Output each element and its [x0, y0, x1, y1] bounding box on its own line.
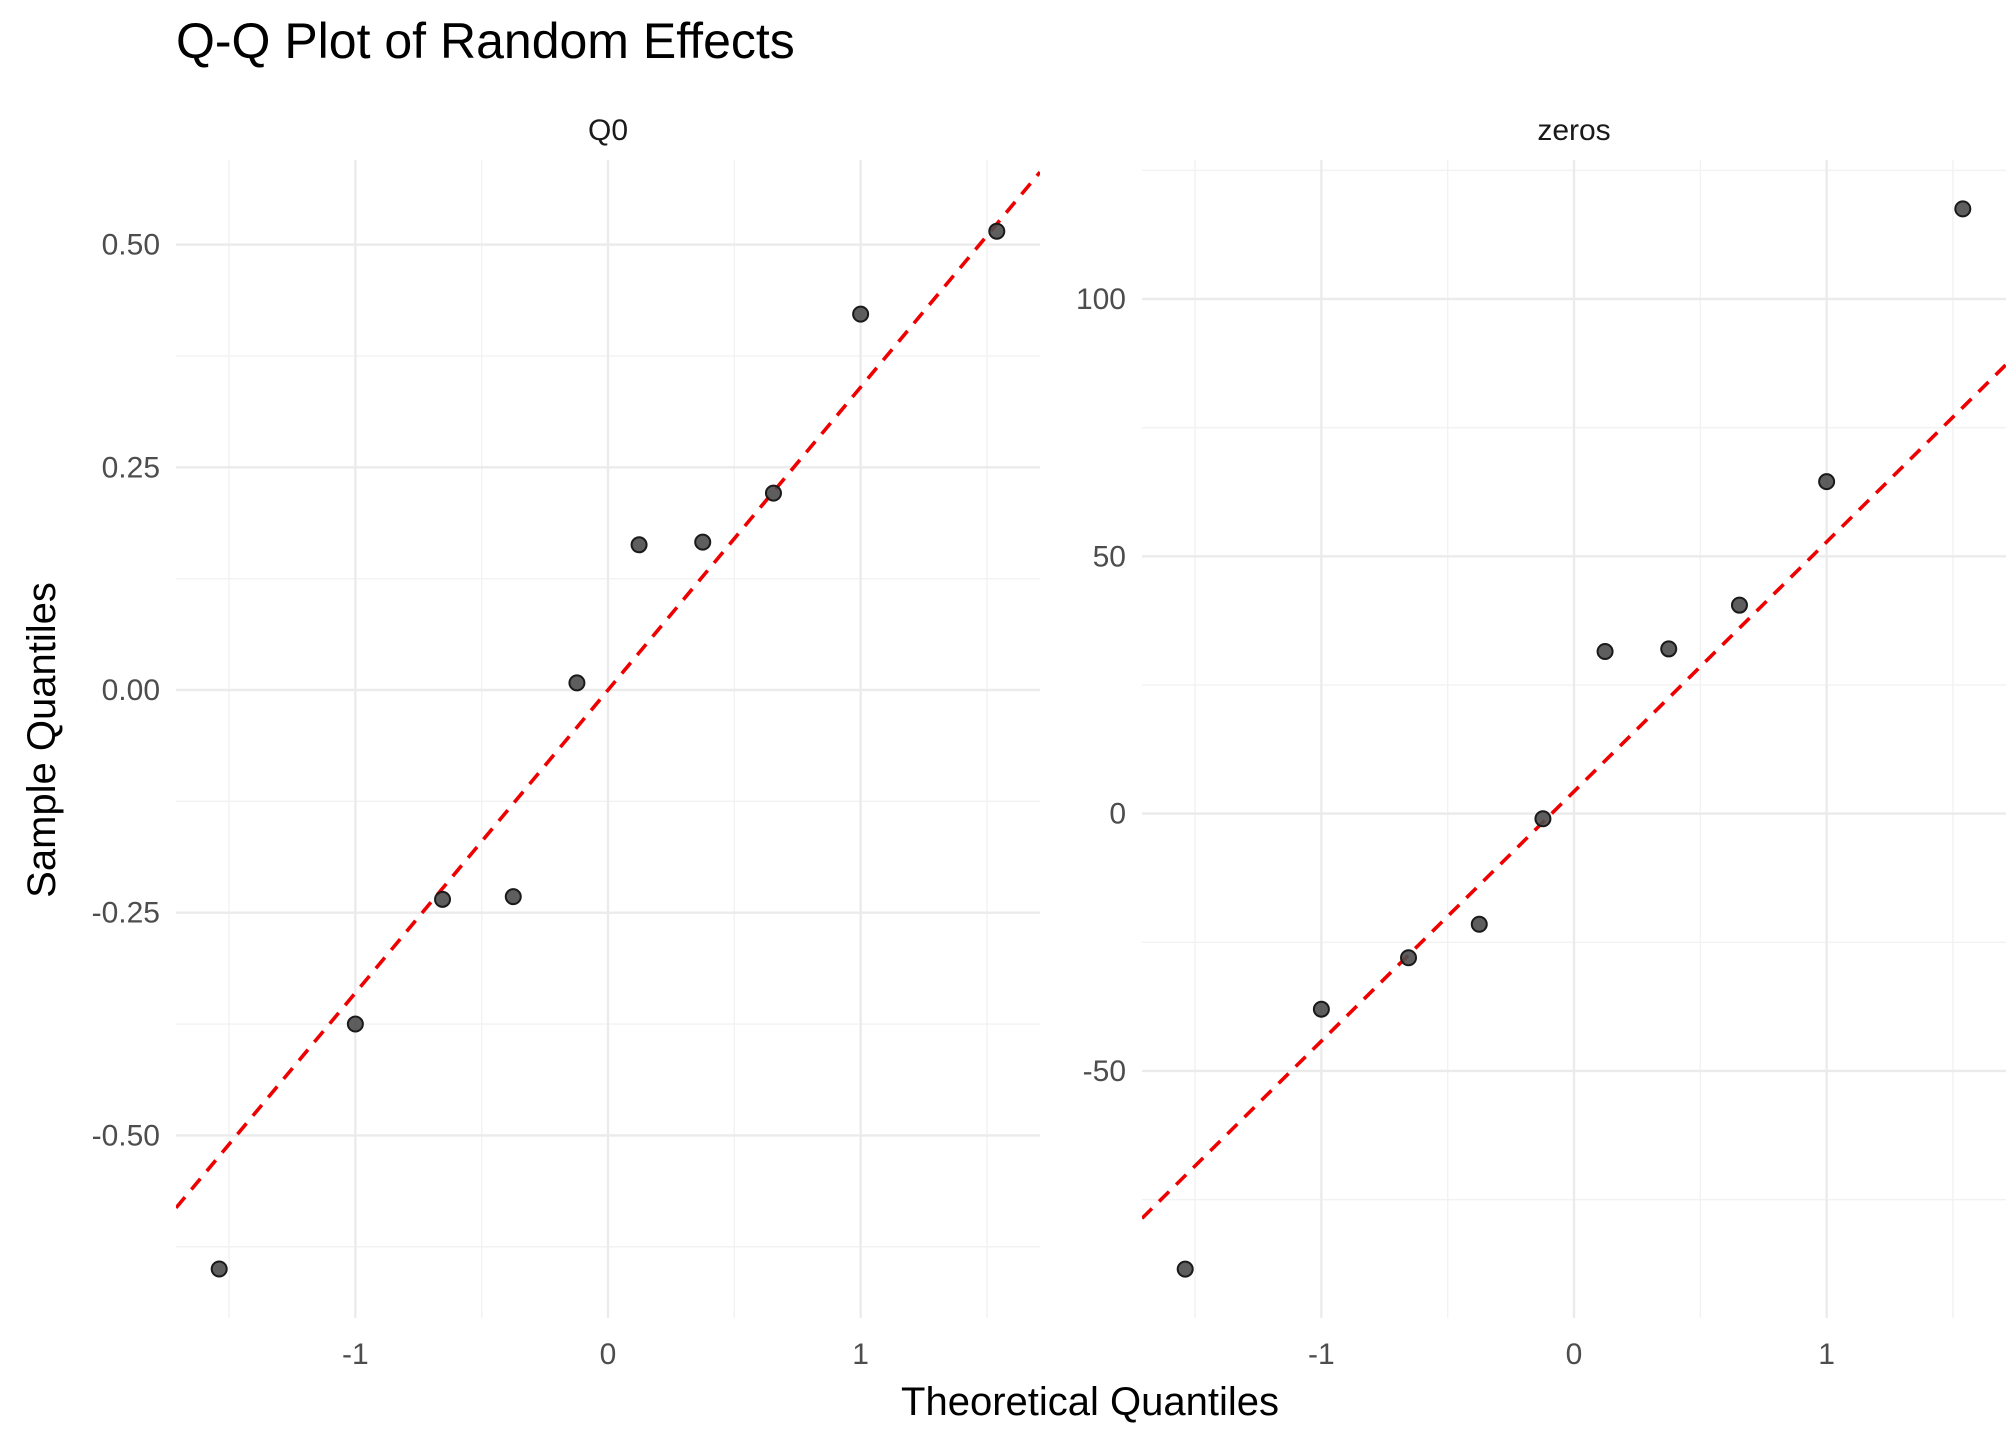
y-tick-label: -0.50 — [92, 1119, 160, 1152]
qq-point — [1596, 643, 1614, 661]
qq-point — [764, 484, 782, 502]
x-tick-label: 1 — [852, 1338, 869, 1371]
x-axis-title: Theoretical Quantiles — [901, 1380, 1279, 1424]
qq-point — [1954, 200, 1972, 218]
panel-Q0: Q0 -1 0 1 -0.50 -0.25 0.00 0.25 0.50 — [92, 114, 1040, 1371]
y-axis-title: Sample Quantiles — [20, 582, 64, 898]
qq-point — [1730, 596, 1748, 614]
y-tick-label: 0.50 — [102, 229, 160, 262]
qq-point — [852, 305, 870, 323]
y-tick-label: 0.00 — [102, 674, 160, 707]
qq-point — [1400, 949, 1418, 967]
qq-reference-line — [1142, 363, 2006, 1220]
qq-point — [1470, 915, 1488, 933]
y-tick-label: 0 — [1109, 798, 1126, 831]
facet-strip-label: zeros — [1537, 114, 1610, 147]
panel-zeros: zeros -1 0 1 -50 0 50 100 — [1076, 114, 2006, 1371]
qq-point — [694, 533, 712, 551]
x-tick-label: -1 — [342, 1338, 369, 1371]
qq-point — [1176, 1260, 1194, 1278]
facet-strip-label: Q0 — [588, 114, 628, 147]
plot-title: Q-Q Plot of Random Effects — [176, 13, 795, 69]
qq-point — [988, 222, 1006, 240]
y-tick-label: 0.25 — [102, 451, 160, 484]
qq-point — [1534, 810, 1552, 828]
qq-point — [346, 1015, 364, 1033]
y-tick-label: -50 — [1083, 1055, 1126, 1088]
x-tick-label: 1 — [1818, 1338, 1835, 1371]
y-tick-label: 100 — [1076, 283, 1126, 316]
qq-point — [1818, 473, 1836, 491]
qq-point — [568, 674, 586, 692]
qq-reference-line — [176, 170, 1040, 1210]
x-tick-label: 0 — [1566, 1338, 1583, 1371]
qq-point — [210, 1260, 228, 1278]
qq-point — [1660, 640, 1678, 658]
x-tick-label: 0 — [600, 1338, 617, 1371]
qq-point — [504, 888, 522, 906]
qq-point — [630, 536, 648, 554]
qq-point — [1312, 1000, 1330, 1018]
panels-layer: Q0 -1 0 1 -0.50 -0.25 0.00 0.25 0.50 zeros -1 0 1 -50… — [92, 114, 2006, 1371]
qq-point — [434, 890, 452, 908]
y-tick-label: 50 — [1093, 540, 1126, 573]
x-tick-label: -1 — [1308, 1338, 1335, 1371]
y-tick-label: -0.25 — [92, 897, 160, 930]
